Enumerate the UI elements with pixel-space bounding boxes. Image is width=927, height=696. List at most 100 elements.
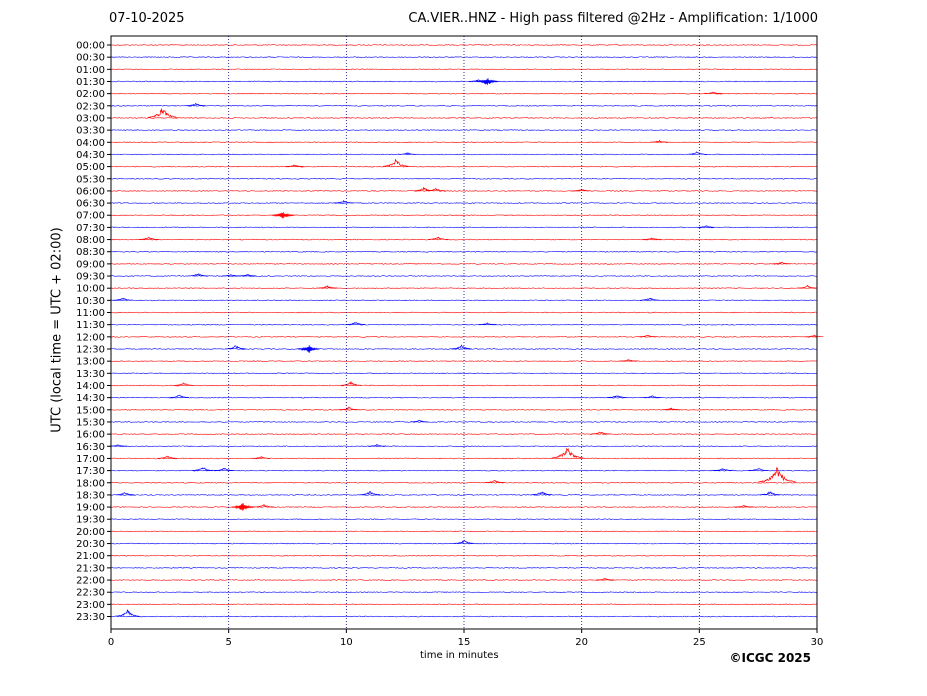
y-tick-label-0000: 00:00 [76, 41, 105, 52]
y-tick-label-0130: 01:30 [76, 77, 105, 88]
event-1730-1 [214, 467, 234, 471]
event-0800-2 [643, 237, 662, 240]
event-1030-0 [113, 297, 133, 301]
trace-2230 [110, 591, 818, 594]
x-tick-label-20: 20 [575, 637, 588, 648]
event-1800-1 [758, 467, 796, 483]
event-1130-1 [478, 322, 497, 325]
event-0500-0 [285, 164, 304, 167]
y-tick-label-0600: 06:00 [76, 186, 105, 197]
plot-frame [110, 35, 818, 630]
x-tick-label-0: 0 [108, 637, 114, 648]
event-1830-3 [759, 491, 781, 496]
event-1630-0 [108, 444, 127, 447]
y-tick-label-2330: 23:30 [76, 612, 105, 623]
event-0630-0 [334, 199, 354, 204]
event-0730-0 [697, 225, 716, 228]
y-tick-label-1300: 13:00 [76, 357, 105, 368]
trace-1600 [110, 433, 818, 435]
event-0130-1 [468, 79, 487, 82]
event-1700-0 [157, 455, 178, 459]
y-tick-label-1900: 19:00 [76, 503, 105, 514]
event-1430-1 [607, 395, 627, 398]
event-0800-1 [428, 236, 448, 240]
trace-0500 [110, 165, 818, 168]
y-tick-label-0300: 03:00 [76, 113, 105, 124]
trace-0800 [110, 238, 818, 241]
y-tick-label-1830: 18:30 [76, 490, 105, 501]
trace-0730 [110, 226, 818, 229]
y-tick-label-1500: 15:00 [76, 405, 105, 416]
trace-1630 [110, 445, 818, 448]
event-1700-1 [252, 456, 271, 459]
y-tick-label-2030: 20:30 [76, 539, 105, 550]
event-0430-0 [398, 152, 417, 155]
event-0500-1 [382, 159, 409, 167]
y-tick-label-1030: 10:30 [76, 296, 105, 307]
event-0930-0 [188, 273, 208, 277]
trace-1530 [110, 421, 818, 423]
event-1900-2 [734, 505, 753, 508]
trace-0830 [110, 250, 818, 253]
y-tick-label-0100: 01:00 [76, 65, 105, 76]
event-1730-3 [748, 468, 768, 471]
event-1000-0 [317, 285, 338, 289]
event-1230-1 [297, 345, 320, 353]
copyright-label: ©ICGC 2025 [729, 651, 811, 665]
x-tick-labels: 0 5 10 15 20 25 30 [108, 629, 824, 648]
y-tick-label-1800: 18:00 [76, 478, 105, 489]
y-tick-label-0730: 07:30 [76, 223, 105, 234]
event-1500-1 [661, 407, 680, 411]
x-tick-label-5: 5 [225, 637, 231, 648]
trace-0630 [110, 202, 818, 204]
x-tick-label-10: 10 [340, 637, 353, 648]
event-1000-1 [797, 285, 818, 289]
event-0300-0 [147, 108, 178, 118]
y-tick-label-0530: 05:30 [76, 174, 105, 185]
x-tick-label-30: 30 [811, 637, 824, 648]
event-2030-0 [453, 539, 475, 544]
event-0900-0 [772, 261, 791, 265]
trace-1430 [110, 396, 818, 399]
event-1830-2 [531, 491, 552, 496]
event-1430-0 [169, 394, 189, 398]
y-tick-label-1530: 15:30 [76, 417, 105, 428]
event-0400-0 [650, 139, 669, 143]
y-tick-label-0630: 06:30 [76, 199, 105, 210]
y-tick-label-0800: 08:00 [76, 235, 105, 246]
x-axis-label: time in minutes [420, 650, 499, 661]
y-tick-label-0400: 04:00 [76, 138, 105, 149]
event-1230-2 [451, 344, 472, 350]
y-tick-label-2200: 22:00 [76, 576, 105, 587]
y-tick-label-1000: 10:00 [76, 284, 105, 295]
event-1830-1 [359, 490, 381, 496]
event-1900-0 [231, 503, 255, 511]
y-tick-label-1430: 14:30 [76, 393, 105, 404]
event-1200-1 [805, 334, 824, 338]
y-tick-label-2300: 23:00 [76, 600, 105, 611]
event-0230-0 [185, 103, 206, 107]
trace-2300 [110, 603, 818, 606]
y-tick-label-1230: 12:30 [76, 345, 105, 356]
trace-0700 [110, 214, 817, 217]
event-0700-0 [271, 212, 295, 219]
y-tick-label-2230: 22:30 [76, 588, 105, 599]
event-0600-1 [425, 188, 446, 192]
event-1430-2 [643, 395, 662, 398]
y-tick-label-1600: 16:00 [76, 430, 105, 441]
y-tick-label-0430: 04:30 [76, 150, 105, 161]
y-tick-label-1100: 11:00 [76, 308, 105, 319]
y-tick-label-1330: 13:30 [76, 369, 105, 380]
y-tick-label-0500: 05:00 [76, 162, 105, 173]
trace-2330 [110, 615, 818, 618]
y-tick-label-0830: 08:30 [76, 247, 105, 258]
event-1830-0 [115, 492, 135, 496]
event-2200-0 [596, 577, 615, 581]
event-1630-1 [367, 444, 386, 447]
event-1130-0 [345, 322, 366, 325]
event-1030-1 [640, 297, 660, 301]
event-1730-0 [192, 467, 213, 471]
event-0130-0 [476, 78, 499, 85]
trace-1400 [110, 384, 818, 387]
